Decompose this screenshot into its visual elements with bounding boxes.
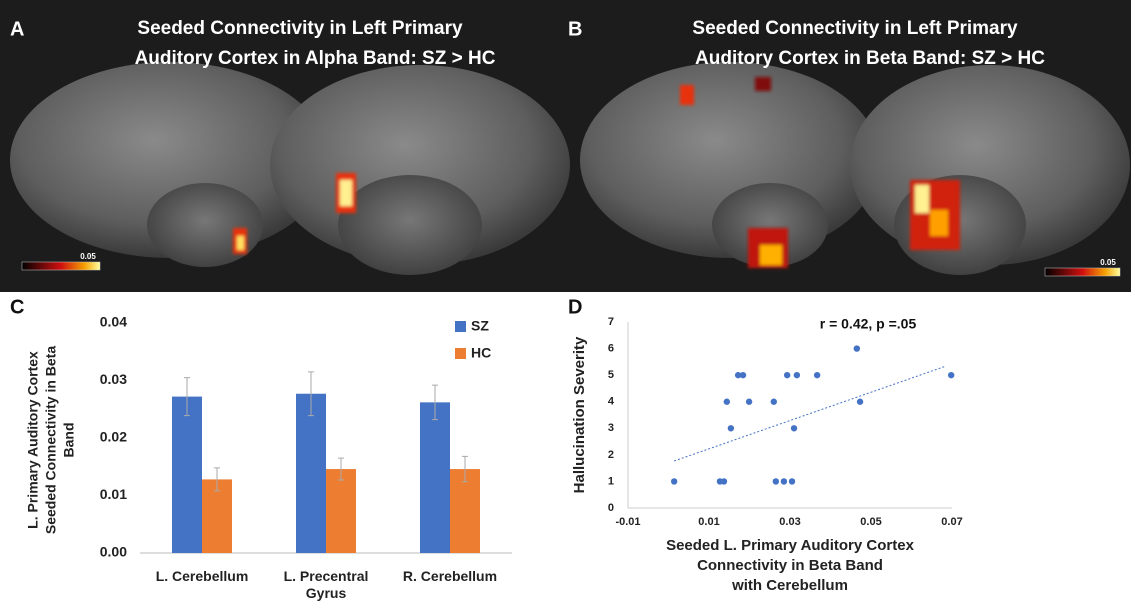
point	[854, 345, 860, 351]
legend-label: HC	[471, 345, 491, 361]
x-axis-label: with Cerebellum	[731, 577, 848, 594]
x-tick-label: R. Cerebellum	[391, 568, 509, 585]
point	[773, 478, 779, 484]
bar	[420, 402, 450, 553]
brain-title: Auditory Cortex in Alpha Band: SZ > HC	[135, 48, 496, 69]
legend-label: SZ	[471, 318, 489, 334]
x-tick-label: 0.01	[698, 516, 719, 528]
y-tick-label: 4	[608, 396, 615, 408]
x-tick-label: 0.05	[860, 516, 881, 528]
colorbar-label: 0.05	[1100, 258, 1116, 267]
y-axis-label: L. Primary Auditory Cortex	[25, 351, 41, 529]
point	[857, 399, 863, 405]
point	[948, 372, 954, 378]
point	[746, 399, 752, 405]
figure: A B C D Seeded Connectivity in Left Prim…	[0, 0, 1131, 606]
panel-label: D	[568, 296, 582, 318]
point	[724, 399, 730, 405]
bar	[326, 469, 356, 553]
y-tick-label: 0.03	[100, 371, 127, 387]
colorbar-label: 0.05	[80, 252, 96, 261]
x-tick-label: 0.07	[941, 516, 962, 528]
y-tick-label: 3	[608, 422, 614, 434]
point	[789, 478, 795, 484]
point	[791, 425, 797, 431]
y-tick-label: 0.00	[100, 544, 127, 560]
point	[721, 478, 727, 484]
point	[771, 399, 777, 405]
x-axis-label: Connectivity in Beta Band	[697, 557, 883, 574]
brain-title: Seeded Connectivity in Left Primary	[692, 18, 1018, 39]
y-tick-label: 0.02	[100, 429, 127, 445]
y-tick-label: 0.01	[100, 486, 127, 502]
point	[740, 372, 746, 378]
x-tick-label: -0.01	[615, 516, 640, 528]
point	[671, 478, 677, 484]
bar	[296, 394, 326, 553]
panel-label: B	[568, 18, 582, 40]
point	[794, 372, 800, 378]
y-axis-label: Band	[61, 423, 77, 458]
point	[784, 372, 790, 378]
y-tick-label: 1	[608, 475, 614, 487]
trendline	[674, 366, 946, 461]
y-axis-label: Hallucination Severity	[571, 336, 588, 493]
y-tick-label: 5	[608, 369, 614, 381]
brain-title: Auditory Cortex in Beta Band: SZ > HC	[695, 48, 1045, 69]
bar	[172, 397, 202, 553]
y-tick-label: 2	[608, 449, 614, 461]
annotation: r = 0.42, p =.05	[820, 316, 917, 332]
y-axis-label: Seeded Connectivity in Beta	[43, 346, 59, 534]
figure-svg: A B C D Seeded Connectivity in Left Prim…	[0, 0, 1131, 606]
panel-label: A	[10, 18, 24, 40]
point	[728, 425, 734, 431]
y-tick-label: 6	[608, 342, 614, 354]
y-tick-label: 7	[608, 316, 614, 328]
point	[814, 372, 820, 378]
legend-swatch	[455, 348, 466, 359]
y-tick-label: 0.04	[100, 314, 127, 330]
x-tick-label: L. Precentral Gyrus	[267, 568, 385, 602]
x-tick-label: 0.03	[779, 516, 800, 528]
panel-label: C	[10, 296, 24, 318]
y-tick-label: 0	[608, 502, 614, 514]
legend-swatch	[455, 321, 466, 332]
x-axis-label: Seeded L. Primary Auditory Cortex	[666, 537, 915, 554]
x-tick-label: L. Cerebellum	[143, 568, 261, 585]
brain-title: Seeded Connectivity in Left Primary	[137, 18, 463, 39]
point	[781, 478, 787, 484]
